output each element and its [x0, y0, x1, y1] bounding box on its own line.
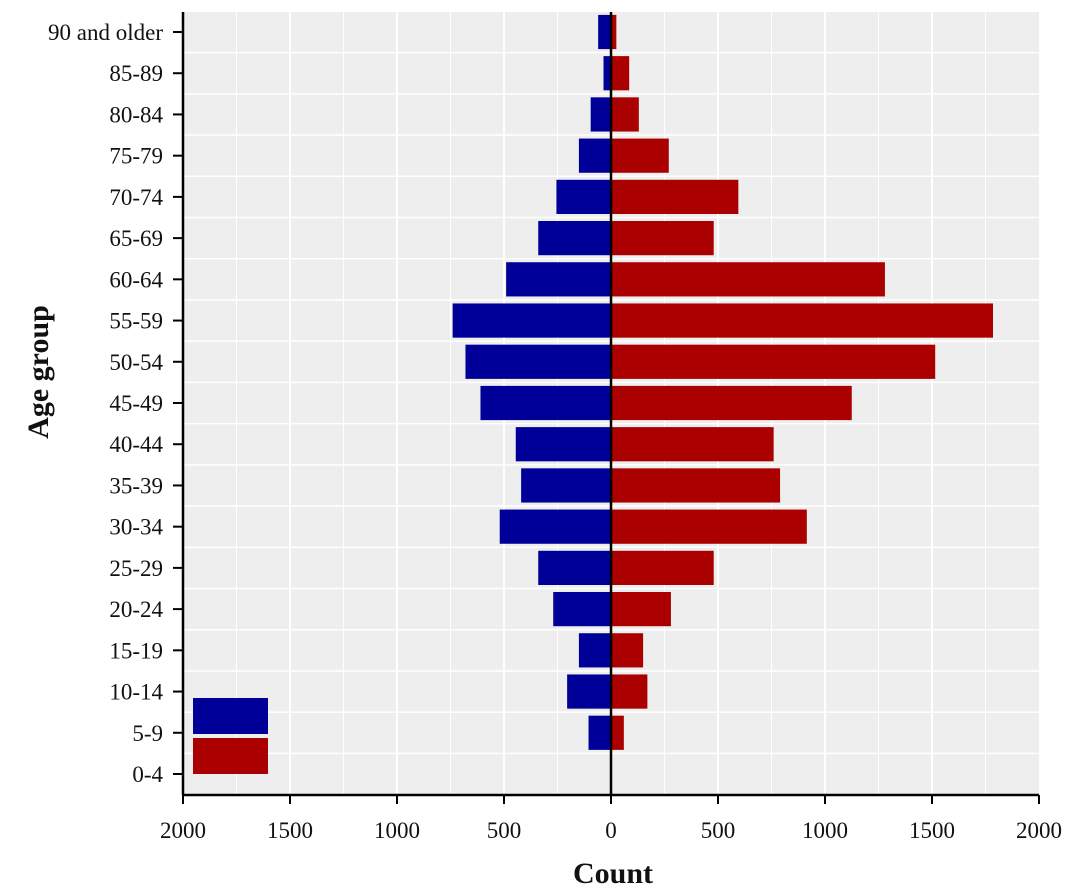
x-tick-label: 1000	[802, 818, 848, 843]
y-tick-label: 90 and older	[48, 20, 163, 45]
bar-left	[578, 633, 611, 668]
y-tick-label: 85-89	[109, 61, 163, 86]
bars	[452, 14, 993, 750]
y-tick-label: 80-84	[109, 102, 163, 127]
bar-right	[611, 674, 648, 709]
bar-right	[611, 509, 807, 544]
bar-left	[590, 97, 611, 132]
y-axis-ticks: 0-4 5-9 10-14 15-19 20-24 25-29 30-34 35-39 40-4…	[48, 20, 183, 787]
bar-right	[611, 550, 714, 585]
x-tick-label: 2000	[160, 818, 206, 843]
bar-left	[556, 179, 611, 214]
x-axis-title: Count	[573, 857, 653, 888]
legend-swatch	[193, 698, 268, 734]
bar-left	[553, 592, 611, 627]
y-tick-label: 40-44	[109, 432, 163, 457]
x-tick-label: 1500	[267, 818, 313, 843]
bar-left	[521, 468, 611, 503]
legend	[193, 698, 268, 774]
bar-right	[611, 592, 671, 627]
y-tick-label: 15-19	[109, 638, 163, 663]
bar-right	[611, 427, 774, 462]
bar-left	[588, 715, 611, 750]
bar-left	[603, 56, 611, 91]
y-tick-label: 60-64	[109, 267, 163, 292]
bar-right	[611, 303, 993, 338]
bar-left	[538, 550, 611, 585]
bar-right	[611, 97, 639, 132]
y-axis-title: Age group	[22, 305, 55, 439]
y-tick-label: 45-49	[109, 391, 163, 416]
y-tick-label: 75-79	[109, 144, 163, 169]
y-tick-label: 25-29	[109, 556, 163, 581]
y-tick-label: 55-59	[109, 309, 163, 334]
bar-right	[611, 14, 617, 50]
bar-right	[611, 715, 624, 750]
x-tick-label: 1500	[909, 818, 955, 843]
bar-left	[538, 221, 611, 256]
y-tick-label: 35-39	[109, 473, 163, 498]
bar-right	[611, 262, 885, 297]
x-tick-label: 1000	[374, 818, 420, 843]
bar-left	[578, 138, 611, 173]
legend-swatch	[193, 738, 268, 774]
x-tick-label: 500	[701, 818, 736, 843]
bar-left	[465, 344, 611, 379]
y-tick-label: 30-34	[109, 515, 163, 540]
bar-right	[611, 344, 936, 379]
bar-right	[611, 179, 739, 214]
y-tick-label: 20-24	[109, 597, 163, 622]
x-tick-label: 0	[605, 818, 617, 843]
bar-right	[611, 633, 644, 668]
bar-left	[506, 262, 611, 297]
bar-left	[480, 385, 611, 421]
bar-left	[567, 674, 611, 709]
y-tick-label: 70-74	[109, 185, 163, 210]
y-tick-label: 0-4	[132, 762, 163, 787]
x-tick-label: 500	[487, 818, 522, 843]
y-tick-label: 5-9	[132, 721, 163, 746]
x-tick-label: 2000	[1016, 818, 1062, 843]
x-axis-ticks: 2000 1500 1000 500 0 500 1000 1500 2000	[160, 795, 1062, 843]
bar-right	[611, 385, 852, 421]
bar-left	[499, 509, 611, 544]
bar-right	[611, 468, 781, 503]
bar-right	[611, 138, 669, 173]
bar-left	[598, 14, 611, 50]
y-tick-label: 10-14	[109, 680, 163, 705]
bar-right	[611, 221, 714, 256]
bar-right	[611, 56, 630, 91]
y-tick-label: 50-54	[109, 350, 163, 375]
y-tick-label: 65-69	[109, 226, 163, 251]
bar-left	[452, 303, 611, 338]
bar-left	[515, 427, 611, 462]
